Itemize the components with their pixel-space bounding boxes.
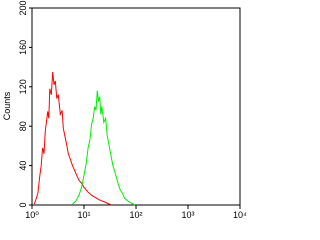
y-tick-label: 120 <box>18 79 28 94</box>
histogram-line <box>72 90 136 206</box>
plot-frame <box>31 7 241 206</box>
x-tick-label: 10⁴ <box>233 210 247 220</box>
y-tick-label: 0 <box>18 202 28 207</box>
chart: Counts 0 40 80 120 160 200 10⁰ 10¹ 10² 10³ 10⁴ <box>2 0 247 220</box>
histogram-line <box>33 71 113 206</box>
x-tick-label: 10¹ <box>77 210 90 220</box>
y-tick-label: 160 <box>18 40 28 55</box>
y-axis-label: Counts <box>2 91 12 120</box>
x-tick-label: 10⁰ <box>25 210 39 220</box>
y-tick-label: 200 <box>18 0 28 15</box>
x-tick-label: 10² <box>129 210 142 220</box>
y-tick-label: 80 <box>18 121 28 131</box>
y-tick-label: 40 <box>18 161 28 171</box>
x-tick-label: 10³ <box>181 210 194 220</box>
